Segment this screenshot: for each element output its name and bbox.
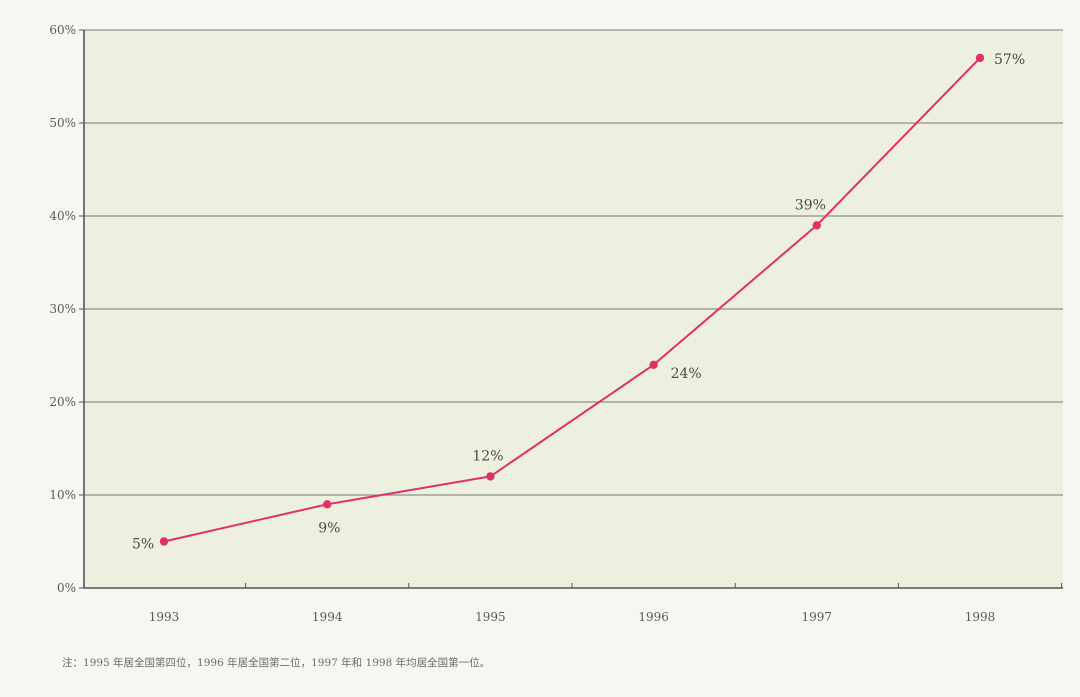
data-label: 12% <box>472 448 503 464</box>
y-tick-label: 20% <box>49 395 76 409</box>
x-tick-label: 1996 <box>638 610 669 624</box>
data-label: 24% <box>671 366 702 382</box>
data-label: 5% <box>132 537 154 553</box>
data-point <box>975 53 985 63</box>
footnote: 注：1995 年居全国第四位，1996 年居全国第二位，1997 年和 1998… <box>62 657 491 669</box>
x-tick-label: 1993 <box>149 610 180 624</box>
data-point <box>159 537 169 546</box>
x-tick-label: 1994 <box>312 610 343 624</box>
data-label: 57% <box>994 52 1025 68</box>
data-label: 39% <box>795 197 826 213</box>
data-label: 9% <box>318 520 340 536</box>
y-tick-label: 60% <box>49 23 76 37</box>
data-point <box>812 221 821 230</box>
x-tick-label: 1998 <box>965 610 996 624</box>
y-tick-label: 50% <box>49 116 76 130</box>
data-point <box>323 500 332 509</box>
x-tick-label: 1997 <box>802 610 833 624</box>
y-tick-label: 0% <box>57 581 76 595</box>
y-tick-label: 10% <box>49 488 76 502</box>
data-point <box>649 360 658 369</box>
data-point <box>486 472 495 481</box>
series-line <box>163 57 981 543</box>
x-tick-label: 1995 <box>475 610 506 624</box>
y-tick-label: 30% <box>49 302 76 316</box>
y-tick-label: 40% <box>49 209 76 223</box>
